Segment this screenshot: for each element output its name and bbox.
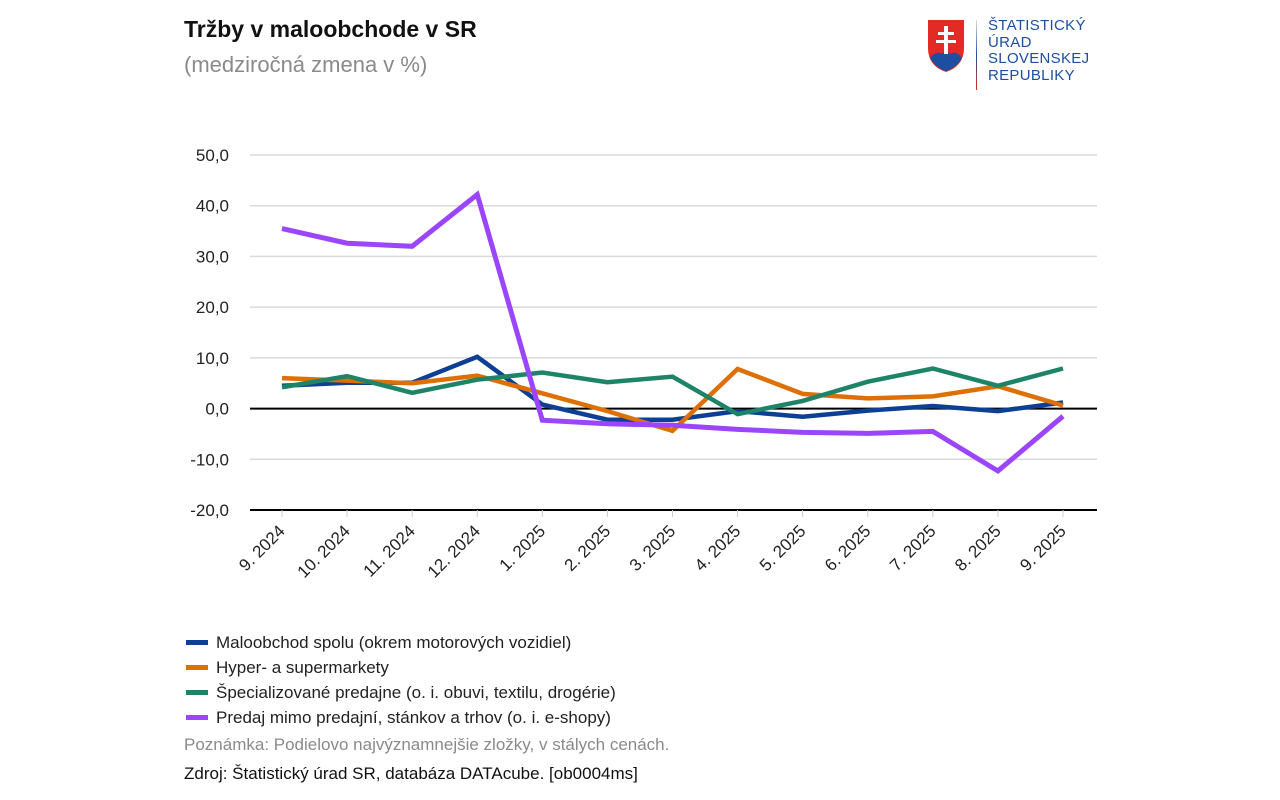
coat-of-arms-icon [928,20,964,72]
legend-item-hyper: Hyper- a supermarkety [186,655,616,680]
x-tick-label: 10. 2024 [294,521,354,581]
y-tick-label: 10,0 [196,349,229,368]
y-tick-label: -20,0 [190,501,229,520]
logo-text: ŠTATISTICKÝ ÚRAD SLOVENSKEJ REPUBLIKY [988,17,1090,84]
y-tick-label: -10,0 [190,450,229,469]
y-tick-label: 20,0 [196,298,229,317]
x-tick-label: 9. 2025 [1016,521,1070,575]
source: Zdroj: Štatistický úrad SR, databáza DAT… [184,764,638,783]
y-tick-label: 40,0 [196,197,229,216]
x-tick-label: 2. 2025 [561,521,615,575]
x-tick-label: 9. 2024 [235,521,289,575]
x-tick-label: 1. 2025 [496,521,550,575]
x-tick-label: 12. 2024 [424,521,484,581]
legend-item-specializovane: Špecializované predajne (o. i. obuvi, te… [186,680,616,705]
x-tick-label: 6. 2025 [821,521,875,575]
x-tick-label: 8. 2025 [951,521,1005,575]
x-tick-label: 4. 2025 [691,521,745,575]
y-tick-label: 50,0 [196,146,229,165]
x-tick-label: 3. 2025 [626,521,680,575]
line-chart: 50,0 40,0 30,0 20,0 10,0 0,0 -10,0 -20,0 9. 2024… [190,146,1097,582]
chart-subtitle: (medziročná zmena v %) [184,52,428,77]
chart-title: Tržby v maloobchode v SR [184,16,477,42]
legend-item-mimo-predajni: Predaj mimo predajní, stánkov a trhov (o… [186,705,616,730]
note: Poznámka: Podielovo najvýznamnejšie zlož… [184,735,670,754]
logo-divider [976,20,977,90]
susr-logo: ŠTATISTICKÝ ÚRAD SLOVENSKEJ REPUBLIKY [926,17,1096,93]
x-tick-label: 11. 2024 [360,521,419,580]
y-tick-label: 30,0 [196,247,229,266]
legend: Maloobchod spolu (okrem motorových vozid… [186,630,616,730]
legend-item-maloobchod: Maloobchod spolu (okrem motorových vozid… [186,630,616,655]
y-tick-label: 0,0 [205,400,229,419]
x-tick-label: 7. 2025 [886,521,940,575]
x-tick-label: 5. 2025 [756,521,810,575]
